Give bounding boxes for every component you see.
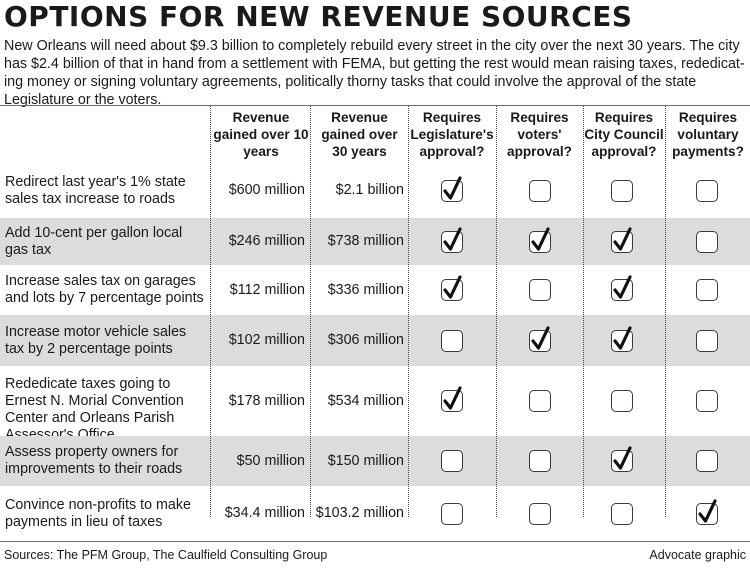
row-label: Add 10-cent per gallon local gas tax xyxy=(5,225,183,258)
checkbox-legislature xyxy=(441,503,463,525)
checkbox-voluntary xyxy=(696,390,718,412)
checkbox-city-council xyxy=(611,180,633,202)
row-label: Increase sales tax on garages and lots b… xyxy=(5,273,204,306)
checkmark-icon xyxy=(443,386,462,410)
checkbox-voters xyxy=(529,450,551,472)
checkbox-voluntary xyxy=(696,499,718,525)
revenue-10yr-cell: $178 million xyxy=(228,393,305,409)
checkbox-voluntary xyxy=(696,231,718,253)
checkmark-icon xyxy=(443,176,462,200)
checkbox-voluntary xyxy=(696,180,718,202)
checkbox-voluntary xyxy=(696,450,718,472)
checkbox-legislature xyxy=(441,176,463,202)
column-divider xyxy=(210,106,211,517)
header-voluntary: Requires voluntary payments? xyxy=(672,109,744,159)
table-row: Convince non-profits to make payments in… xyxy=(0,486,750,541)
revenue-30yr-cell: $150 million xyxy=(327,453,404,469)
checkmark-icon xyxy=(613,275,632,299)
checkbox-legislature xyxy=(441,386,463,412)
table-row: Assess property owners for improvements … xyxy=(0,436,750,486)
checkbox-legislature xyxy=(441,227,463,253)
intro-paragraph: New Orleans will need about $9.3 billion… xyxy=(4,38,745,108)
revenue-30yr-cell: $336 million xyxy=(327,282,404,298)
checkbox-city-council xyxy=(611,275,633,301)
checkmark-icon xyxy=(613,227,632,251)
table-row: Rededicate taxes going to Ernest N. Mori… xyxy=(0,366,750,443)
table-row: Redirect last year's 1% state sales tax … xyxy=(0,163,750,218)
header-legislature: Requires Legislature's approval? xyxy=(410,109,494,159)
checkbox-voters xyxy=(529,180,551,202)
revenue-30yr-cell: $738 million xyxy=(327,233,404,249)
revenue-30yr-cell: $103.2 million xyxy=(315,505,404,521)
revenue-10yr-cell: $112 million xyxy=(229,282,305,298)
header-revenue-10: Revenue gained over 10 years xyxy=(213,109,309,159)
row-label: Convince non-profits to make payments in… xyxy=(5,497,191,530)
column-divider xyxy=(665,106,666,517)
top-rule xyxy=(0,105,750,106)
checkbox-city-council xyxy=(611,390,633,412)
header-revenue-30: Revenue gained over 30 years xyxy=(321,109,398,159)
revenue-10yr-cell: $246 million xyxy=(228,233,305,249)
checkmark-icon xyxy=(443,275,462,299)
row-label: Increase motor vehicle sales tax by 2 pe… xyxy=(5,324,187,357)
checkbox-city-council xyxy=(611,503,633,525)
page-title: OPTIONS FOR NEW REVENUE SOURCES xyxy=(4,0,633,33)
checkbox-voters xyxy=(529,503,551,525)
checkbox-voters xyxy=(529,326,551,352)
credit-note: Advocate graphic xyxy=(649,548,746,562)
revenue-30yr-cell: $534 million xyxy=(327,393,404,409)
table-row: Increase sales tax on garages and lots b… xyxy=(0,265,750,315)
revenue-30yr-cell: $2.1 billion xyxy=(335,182,404,198)
checkmark-icon xyxy=(613,446,632,470)
sources-note: Sources: The PFM Group, The Caulfield Co… xyxy=(4,548,328,562)
checkmark-icon xyxy=(443,227,462,251)
header-voters: Requires voters' approval? xyxy=(507,109,572,159)
checkmark-icon xyxy=(613,326,632,350)
checkmark-icon xyxy=(698,499,717,523)
checkbox-voluntary xyxy=(696,279,718,301)
checkbox-city-council xyxy=(611,227,633,253)
column-divider xyxy=(583,106,584,517)
checkbox-voters xyxy=(529,227,551,253)
row-label: Redirect last year's 1% state sales tax … xyxy=(5,174,186,207)
table-row: Add 10-cent per gallon local gas tax $246… xyxy=(0,218,750,265)
checkmark-icon xyxy=(531,326,550,350)
row-label: Assess property owners for improvements … xyxy=(5,444,183,477)
revenue-10yr-cell: $600 million xyxy=(228,182,305,198)
checkmark-icon xyxy=(531,227,550,251)
row-label: Rededicate taxes going to Ernest N. Mori… xyxy=(5,376,184,443)
revenue-30yr-cell: $306 million xyxy=(327,332,404,348)
column-divider xyxy=(408,106,409,517)
revenue-10yr-cell: $34.4 million xyxy=(224,505,305,521)
checkbox-legislature xyxy=(441,330,463,352)
checkbox-voters xyxy=(529,390,551,412)
bottom-rule xyxy=(0,541,750,542)
checkbox-legislature xyxy=(441,450,463,472)
revenue-10yr-cell: $102 million xyxy=(228,332,305,348)
column-divider xyxy=(310,106,311,517)
revenue-10yr-cell: $50 million xyxy=(236,453,305,469)
column-divider xyxy=(496,106,497,517)
checkbox-legislature xyxy=(441,275,463,301)
checkbox-city-council xyxy=(611,326,633,352)
table-row: Increase motor vehicle sales tax by 2 pe… xyxy=(0,315,750,366)
checkbox-voluntary xyxy=(696,330,718,352)
checkbox-city-council xyxy=(611,446,633,472)
header-city-council: Requires City Council approval? xyxy=(584,109,664,159)
checkbox-voters xyxy=(529,279,551,301)
